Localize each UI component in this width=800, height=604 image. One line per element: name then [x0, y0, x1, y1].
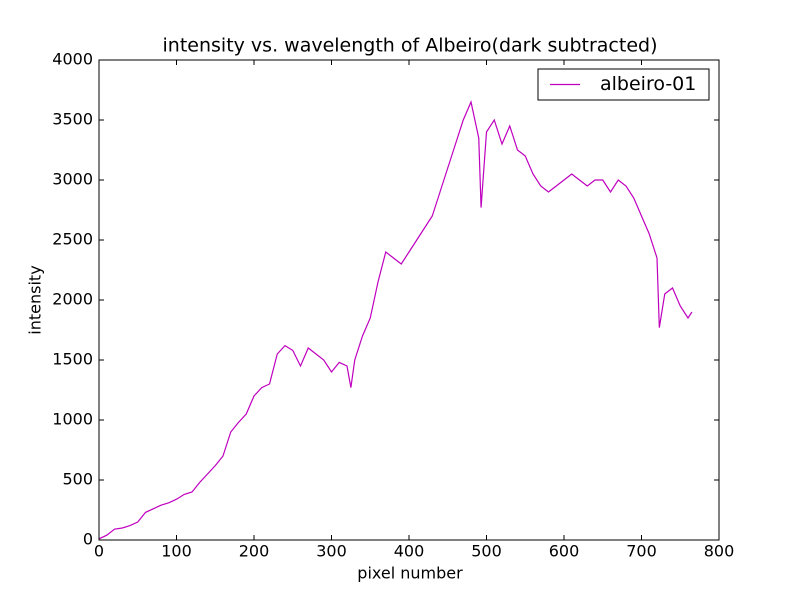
y-tick-label: 4000 [52, 50, 93, 69]
y-tick-label: 2000 [52, 290, 93, 309]
x-tick-label: 700 [626, 542, 657, 561]
plot-frame [98, 59, 720, 541]
x-tick-label: 200 [239, 542, 270, 561]
x-tick-label: 800 [704, 542, 735, 561]
chart-title: intensity vs. wavelength of Albeiro(dark… [163, 35, 658, 57]
y-tick-label: 3000 [52, 170, 93, 189]
y-tick-label: 2500 [52, 230, 93, 249]
x-tick-label: 500 [471, 542, 502, 561]
y-tick-label: 1500 [52, 350, 93, 369]
x-tick-label: 0 [94, 542, 104, 561]
y-tick-label: 1000 [52, 410, 93, 429]
x-axis-label: pixel number [357, 564, 463, 583]
y-tick-label: 3500 [52, 110, 93, 129]
y-tick-label: 500 [62, 470, 93, 489]
y-tick-label: 0 [83, 530, 93, 549]
x-tick-label: 600 [549, 542, 580, 561]
x-tick-label: 300 [316, 542, 347, 561]
x-tick-label: 100 [161, 542, 192, 561]
data-line [98, 100, 693, 540]
legend-label: albeiro-01 [600, 73, 696, 95]
y-axis-label: intensity [26, 265, 45, 334]
x-tick-label: 400 [394, 542, 425, 561]
